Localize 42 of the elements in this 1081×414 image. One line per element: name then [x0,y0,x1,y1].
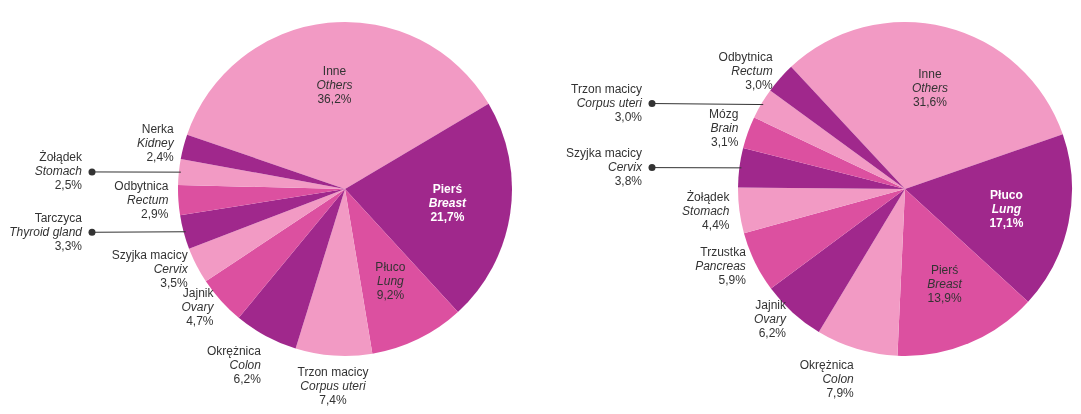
slice-label: Trzustka Pancreas [695,244,747,273]
slice-label: Żołądek Stomach [34,150,83,179]
slice-label: Odbytnica Rectum [114,179,169,208]
data-label: 7,9% [826,385,855,400]
slice-label: Pierś Breast [428,182,468,211]
slice-label: Trzon macicy Corpus uteri [571,81,643,110]
slice-label: Inne Others [911,66,948,95]
data-label: 3,1% [711,135,739,150]
data-label: 3,3% [54,238,83,253]
slice-label: Jajnik Ovary [754,298,788,327]
data-label: 5,9% [718,272,747,287]
slice-label: Okrężnica Colon [799,357,855,386]
slice-label: Pierś Breast [927,263,963,292]
data-label: 4,7% [186,313,214,328]
slice-label: Inne Others [316,64,353,93]
data-label: 4,4% [702,218,730,233]
slice-label: Nerka Kidney [137,122,175,151]
slice-label: Szyjka macicy Cervix [565,145,643,174]
data-label: 2,5% [54,178,83,193]
data-label: 13,9% [927,291,962,305]
data-label: 2,4% [146,150,175,165]
slice-label: Płuco Lung [990,188,1023,217]
data-label: 3,0% [614,109,643,124]
data-label: 3,8% [614,173,643,188]
slice-label: Trzon macicy Corpus uteri [297,364,369,393]
slice-label: Żołądek Stomach [682,190,731,219]
data-label: 36,2% [317,92,352,107]
data-label: 3,0% [745,77,773,92]
data-label: 9,2% [376,288,405,303]
slice-label: Odbytnica Rectum [718,49,773,78]
data-label: 31,6% [912,94,948,109]
slice-label: Płuco Lung [375,260,406,289]
data-label: 21,7% [430,210,465,225]
data-label: 7,4% [319,392,348,407]
slice-label: Okrężnica Colon [206,344,262,373]
data-label: 17,1% [989,216,1024,231]
data-label: 6,2% [758,326,787,341]
slice-label: Szyjka macicy Cervix [111,248,189,277]
data-label: 6,2% [233,372,262,387]
slice-label: Mózg Brain [709,107,739,136]
data-label: 2,9% [141,207,169,222]
slice-label: Tarczyca Thyroid gland [9,210,83,239]
